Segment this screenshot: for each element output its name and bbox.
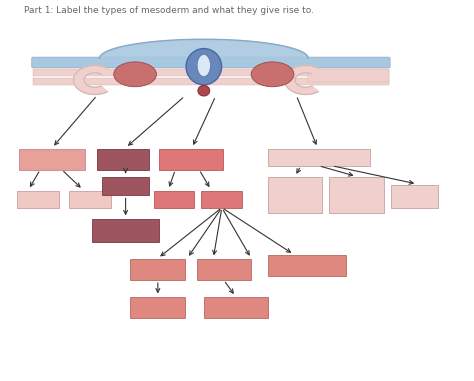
- Bar: [97, 149, 149, 170]
- Bar: [17, 190, 59, 208]
- Polygon shape: [73, 66, 107, 94]
- Bar: [33, 78, 389, 85]
- Bar: [197, 259, 251, 280]
- Bar: [308, 69, 389, 82]
- Polygon shape: [284, 66, 318, 94]
- Bar: [201, 190, 242, 208]
- Bar: [391, 185, 438, 208]
- Bar: [268, 177, 322, 213]
- Bar: [102, 177, 149, 195]
- Bar: [92, 219, 159, 242]
- Bar: [204, 297, 268, 318]
- Bar: [130, 259, 185, 280]
- Ellipse shape: [197, 54, 210, 77]
- Bar: [130, 297, 185, 318]
- Ellipse shape: [198, 85, 210, 96]
- Ellipse shape: [251, 62, 294, 86]
- Text: Part 1: Label the types of mesoderm and what they give rise to.: Part 1: Label the types of mesoderm and …: [24, 6, 314, 15]
- Ellipse shape: [186, 48, 221, 85]
- Bar: [268, 255, 346, 276]
- FancyBboxPatch shape: [32, 57, 390, 68]
- Bar: [154, 190, 194, 208]
- Bar: [159, 149, 223, 170]
- Ellipse shape: [114, 62, 156, 86]
- Bar: [33, 69, 389, 76]
- Bar: [69, 190, 111, 208]
- Bar: [329, 177, 384, 213]
- Bar: [19, 149, 85, 170]
- Bar: [268, 149, 370, 166]
